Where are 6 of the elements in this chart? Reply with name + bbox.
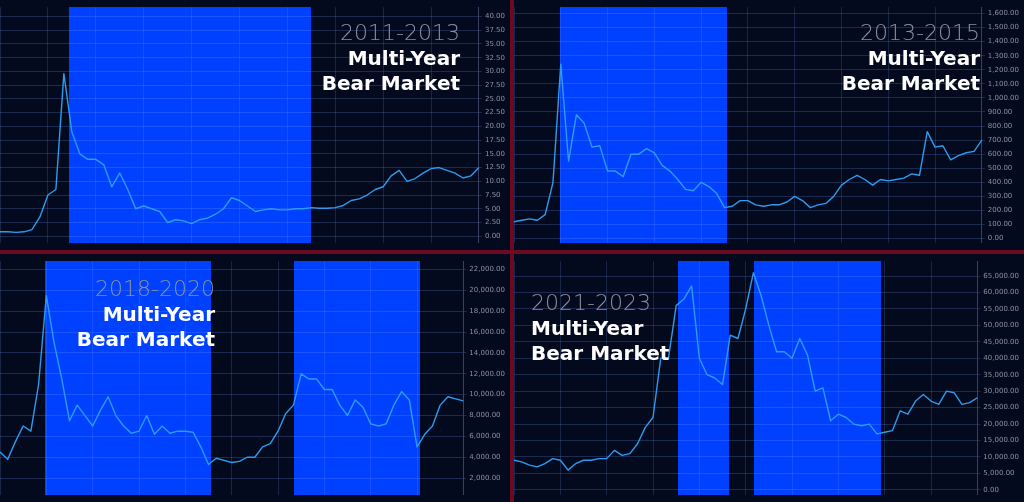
- text: 2013-2015: [859, 20, 980, 46]
- text: 2021-2023: [531, 290, 652, 316]
- text: 2011-2013: [339, 20, 460, 46]
- text: Multi-Year Bear Market: [531, 316, 671, 366]
- text: Multi-Year Bear Market: [320, 46, 460, 96]
- text: Multi-Year Bear Market: [840, 46, 980, 96]
